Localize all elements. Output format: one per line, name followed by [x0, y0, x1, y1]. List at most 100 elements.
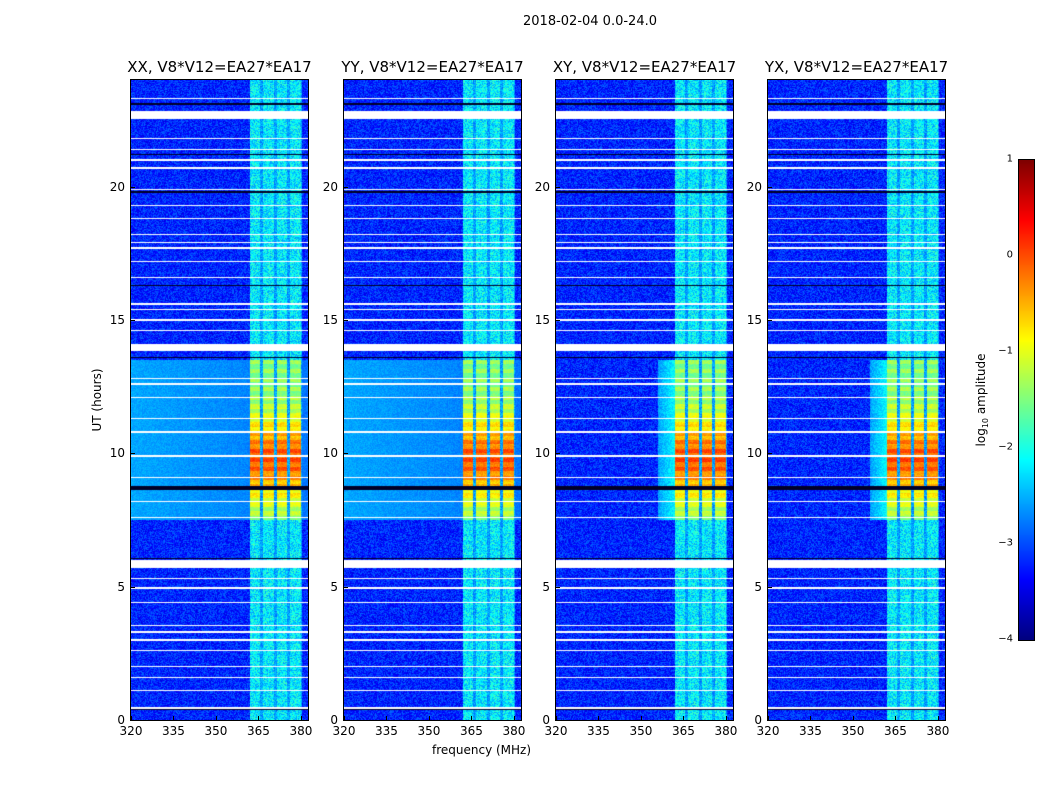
colorbar-tick-label: −1 — [998, 345, 1013, 357]
panel-title: XY, V8*V12=EA27*EA17 — [552, 58, 737, 76]
x-tick-mark — [556, 716, 557, 720]
figure-title: 2018-02-04 0.0-24.0 — [523, 14, 657, 29]
y-tick-mark — [768, 186, 772, 188]
heatmap-image — [768, 80, 945, 720]
x-tick-label: 365 — [246, 724, 270, 738]
y-tick-mark — [131, 586, 135, 588]
x-tick-label: 380 — [289, 724, 313, 738]
y-tick-label: 20 — [534, 179, 550, 194]
x-tick-mark — [937, 716, 939, 720]
colorbar — [1018, 159, 1035, 641]
x-tick-label: 320 — [119, 724, 143, 738]
x-tick-mark — [173, 716, 175, 720]
x-tick-label: 320 — [544, 724, 568, 738]
y-tick-label: 15 — [746, 313, 762, 327]
y-tick-label: 5 — [754, 579, 762, 594]
x-tick-label: 380 — [926, 724, 950, 738]
y-tick-label: 0 — [330, 713, 338, 727]
x-tick-mark — [386, 716, 388, 720]
panel-title: YY, V8*V12=EA27*EA17 — [341, 58, 524, 76]
x-tick-label: 365 — [459, 724, 483, 738]
y-tick-label: 15 — [109, 313, 125, 327]
y-tick-label: 15 — [534, 313, 550, 327]
colorbar-label-log: log — [973, 428, 988, 447]
y-tick-label: 0 — [754, 713, 762, 727]
x-tick-label: 335 — [799, 724, 822, 738]
colorbar-label-text: amplitude — [973, 353, 988, 418]
colorbar-tick-label: −4 — [998, 633, 1013, 645]
y-tick-mark — [768, 320, 772, 321]
x-tick-mark — [258, 716, 260, 720]
x-tick-label: 365 — [883, 724, 907, 738]
x-tick-label: 380 — [714, 724, 738, 738]
panel-title: YX, V8*V12=EA27*EA17 — [764, 58, 949, 76]
heatmap-image — [556, 80, 733, 720]
y-tick-mark — [768, 453, 772, 455]
colorbar-tick-label: 0 — [1006, 249, 1013, 261]
colorbar-tick-label: −2 — [998, 441, 1013, 453]
heatmap-panel-yx — [767, 79, 946, 721]
y-tick-mark — [556, 320, 560, 321]
x-tick-label: 335 — [375, 724, 398, 738]
x-axis-label: frequency (MHz) — [432, 743, 532, 757]
y-tick-mark — [344, 186, 348, 188]
y-tick-mark — [344, 720, 348, 721]
x-tick-label: 380 — [502, 724, 526, 738]
x-tick-label: 320 — [756, 724, 780, 738]
y-tick-mark — [344, 320, 348, 321]
y-tick-label: 20 — [109, 179, 125, 194]
x-tick-label: 350 — [841, 724, 865, 738]
y-tick-label: 10 — [746, 446, 762, 461]
y-tick-mark — [768, 586, 772, 588]
x-tick-label: 320 — [332, 724, 356, 738]
y-tick-label: 5 — [330, 579, 338, 594]
x-tick-mark — [344, 716, 345, 720]
y-tick-mark — [131, 320, 135, 321]
x-tick-mark — [640, 716, 642, 720]
x-tick-mark — [895, 716, 897, 720]
panel-title: XX, V8*V12=EA27*EA17 — [127, 58, 312, 76]
colorbar-label-sub: 10 — [981, 417, 991, 429]
colorbar-gradient — [1019, 160, 1034, 640]
x-tick-mark — [598, 716, 600, 720]
x-tick-label: 350 — [417, 724, 441, 738]
y-tick-label: 0 — [542, 713, 550, 727]
heatmap-panel-xy — [555, 79, 734, 721]
y-tick-mark — [768, 720, 772, 721]
x-tick-label: 335 — [162, 724, 185, 738]
y-tick-mark — [344, 586, 348, 588]
y-tick-label: 10 — [322, 446, 338, 461]
x-tick-mark — [215, 716, 217, 720]
y-tick-mark — [556, 720, 560, 721]
y-tick-label: 15 — [322, 313, 338, 327]
y-tick-label: 5 — [117, 579, 125, 594]
y-tick-label: 0 — [117, 713, 125, 727]
y-axis-label: UT (hours) — [90, 368, 104, 432]
x-tick-label: 335 — [587, 724, 610, 738]
x-tick-label: 350 — [629, 724, 653, 738]
heatmap-panel-yy — [343, 79, 522, 721]
x-tick-mark — [513, 716, 515, 720]
x-tick-mark — [725, 716, 727, 720]
y-tick-label: 20 — [322, 179, 338, 194]
x-tick-mark — [768, 716, 769, 720]
x-tick-label: 365 — [671, 724, 695, 738]
y-tick-mark — [556, 186, 560, 188]
colorbar-tick-label: −3 — [998, 537, 1013, 549]
y-tick-mark — [131, 186, 135, 188]
colorbar-label: log10 amplitude — [974, 354, 990, 447]
y-tick-mark — [344, 453, 348, 455]
x-tick-mark — [428, 716, 430, 720]
x-tick-label: 350 — [204, 724, 228, 738]
x-tick-mark — [300, 716, 302, 720]
colorbar-tick-label: 1 — [1006, 153, 1013, 165]
y-tick-label: 20 — [746, 179, 762, 194]
y-tick-label: 5 — [542, 579, 550, 594]
y-tick-mark — [131, 453, 135, 455]
x-tick-mark — [683, 716, 685, 720]
x-tick-mark — [471, 716, 473, 720]
heatmap-image — [344, 80, 521, 720]
y-tick-mark — [556, 453, 560, 455]
heatmap-image — [131, 80, 308, 720]
